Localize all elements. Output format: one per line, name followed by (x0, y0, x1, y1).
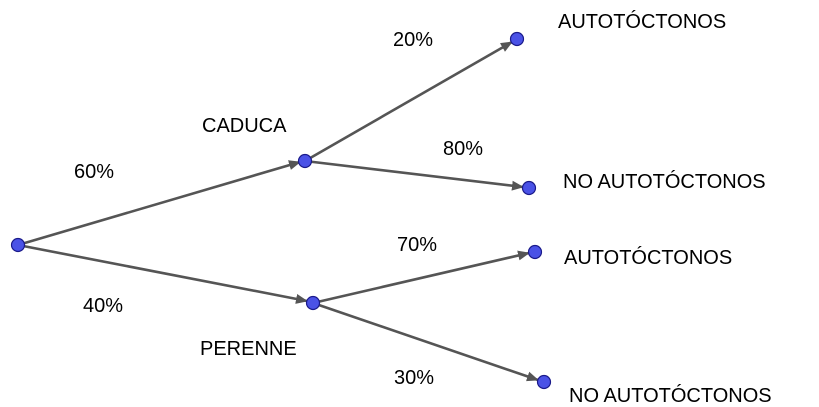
node-label-caduca: CADUCA (202, 115, 287, 137)
edge-perenne-no-autoctonos (312, 301, 539, 382)
prob-label-perenne-autoctonos: 70% (397, 234, 438, 256)
node-label-perenne-no-autoctonos: NO AUTOTÓCTONOS (569, 385, 772, 407)
node-perenne-autoctonos (527, 244, 543, 260)
prob-label-caduca-autoctonos: 20% (393, 29, 434, 51)
node-root (10, 237, 26, 253)
node-label-caduca-no-autoctonos: NO AUTOTÓCTONOS (563, 171, 766, 193)
edge-perenne-autoctonos (312, 250, 530, 305)
node-label-perenne-autoctonos: AUTOTÓCTONOS (564, 247, 733, 269)
node-label-caduca-autoctonos: AUTOTÓCTONOS (558, 11, 727, 33)
prob-label-caduca-no-autoctonos: 80% (443, 138, 484, 160)
node-perenne (305, 295, 321, 311)
node-caduca (297, 153, 313, 169)
node-perenne-no-autoctonos (536, 374, 552, 390)
edge-caduca-no-autoctonos (304, 159, 524, 191)
prob-label-root-caduca: 60% (74, 161, 115, 183)
prob-label-root-perenne: 40% (83, 295, 124, 317)
edge-root-caduca (17, 160, 301, 247)
node-caduca-autoctonos (509, 31, 525, 47)
edge-caduca-autoctonos (304, 40, 513, 163)
node-caduca-no-autoctonos (521, 180, 537, 196)
edge-root-perenne (17, 243, 308, 304)
prob-label-perenne-no-autoctonos: 30% (394, 367, 435, 389)
node-label-perenne: PERENNE (200, 338, 297, 360)
